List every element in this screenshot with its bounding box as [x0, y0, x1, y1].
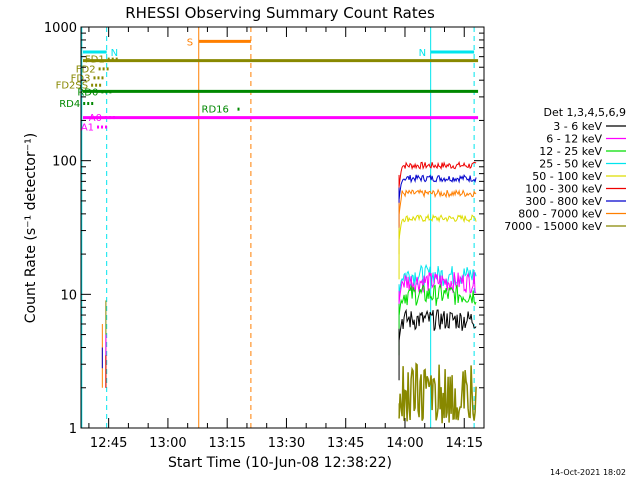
- flag-annotation-dot: [101, 76, 104, 80]
- x-tick-label: 12:45: [90, 436, 127, 451]
- flag-annotation-dot: [104, 116, 107, 120]
- y-axis-label: Count Rate (s⁻¹ detector⁻¹): [23, 133, 39, 323]
- flag-annotation: RD16: [202, 105, 229, 116]
- flag-annotation-dot: [101, 125, 104, 129]
- flag-annotation: A0: [89, 113, 102, 124]
- legend-entry-label: 7000 - 15000 keV: [504, 220, 602, 233]
- x-tick-label: 14:15: [446, 436, 483, 451]
- flag-annotation: FD2: [76, 64, 96, 75]
- flag-annotation-dot: [109, 90, 112, 94]
- flag-annotation: FD2SS: [56, 81, 89, 92]
- date-stamp: 14-Oct-2021 18:02: [550, 468, 626, 477]
- x-tick-label: 13:30: [268, 436, 305, 451]
- flag-annotation: A1: [81, 123, 94, 134]
- flag-annotation: RD4: [59, 99, 80, 110]
- flag-bar-label: N: [111, 48, 118, 59]
- series-line: [398, 362, 477, 424]
- x-tick-label: 13:00: [149, 436, 186, 451]
- flag-annotation-dot: [99, 83, 102, 87]
- plot-frame: [80, 26, 485, 429]
- legend-entry-label: 12 - 25 keV: [539, 145, 602, 158]
- series-line: [398, 173, 477, 199]
- legend-entry-label: 6 - 12 keV: [546, 133, 602, 146]
- flag-annotation-dot: [102, 67, 105, 71]
- flag-annotation-dot: [97, 125, 100, 129]
- series-line: [398, 160, 477, 187]
- legend-entry-label: 25 - 50 keV: [539, 158, 602, 171]
- flag-annotation-dot: [93, 76, 96, 80]
- legend-entry-label: 100 - 300 keV: [525, 183, 602, 196]
- legend-entry-label: 300 - 800 keV: [525, 195, 602, 208]
- legend-entry-label: 800 - 7000 keV: [518, 208, 602, 221]
- x-tick-label: 13:15: [208, 436, 245, 451]
- flag-annotation-dot: [95, 83, 98, 87]
- flag-annotation-dot: [111, 57, 114, 61]
- x-tick-label: 14:00: [386, 436, 423, 451]
- y-tick-label: 10: [60, 288, 77, 303]
- flag-annotation-dot: [91, 83, 94, 87]
- chart-title: RHESSI Observing Summary Count Rates: [125, 4, 435, 22]
- series-line: [398, 188, 477, 215]
- flag-annotation-dot: [91, 102, 94, 106]
- flag-annotation-dot: [112, 116, 115, 120]
- flag-annotation-dot: [87, 102, 90, 106]
- legend-entry-label: 3 - 6 keV: [553, 120, 602, 133]
- flag-annotation-dot: [106, 67, 109, 71]
- series-line: [398, 283, 477, 316]
- y-tick-label: 1000: [44, 21, 77, 36]
- flag-annotation-dot: [115, 57, 118, 61]
- flag-annotation: RD0: [77, 87, 98, 98]
- series-line: [398, 213, 477, 240]
- flag-annotation-dot: [97, 76, 100, 80]
- flag-annotation-dot: [105, 125, 108, 129]
- x-axis-label: Start Time (10-Jun-08 12:38:22): [168, 455, 392, 471]
- flag-annotation: FD1: [85, 55, 105, 66]
- flag-bar-label: S: [187, 37, 193, 48]
- axes: 1 10 100 1000 12:45 13:00 13:15 13:30 13:45 14:00…: [44, 21, 485, 451]
- legend-entry-label: 50 - 100 keV: [532, 170, 602, 183]
- y-tick-label: 1: [69, 422, 77, 437]
- flag-annotation-dot: [105, 90, 108, 94]
- legend-title: Det 1,3,4,5,6,9: [543, 106, 626, 119]
- flag-annotation-dot: [83, 102, 86, 106]
- y-tick-label: 100: [52, 155, 77, 170]
- x-tick-label: 13:45: [327, 436, 364, 451]
- series-line: [398, 308, 477, 341]
- series-line: [398, 271, 477, 303]
- flag-annotation-dot: [101, 90, 104, 94]
- flag-annotation-dot: [237, 107, 240, 111]
- flag-bar-label: N: [419, 48, 426, 59]
- flag-annotation-dot: [108, 116, 111, 120]
- flag-annotation-dot: [98, 67, 101, 71]
- flag-annotation-dot: [107, 57, 110, 61]
